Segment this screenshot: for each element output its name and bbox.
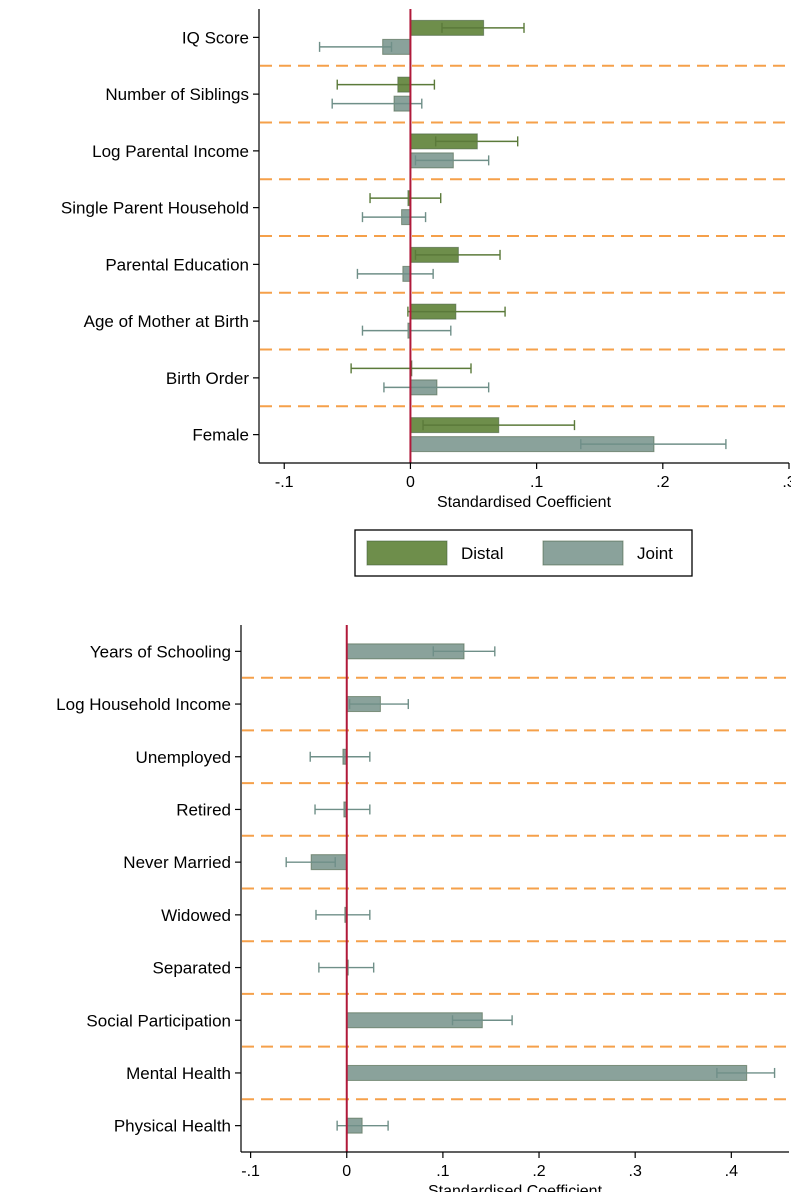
x-tick-label: .2	[532, 1163, 545, 1180]
category-label-years-of-schooling: Years of Schooling	[90, 642, 231, 661]
category-label-female: Female	[192, 426, 249, 445]
x-tick-label: .3	[782, 474, 791, 491]
category-label-birth-order: Birth Order	[166, 369, 249, 388]
category-label-retired: Retired	[176, 800, 231, 819]
category-label-separated: Separated	[153, 959, 231, 978]
x-tick-label: 0	[342, 1163, 351, 1180]
x-tick-label: -.1	[241, 1163, 260, 1180]
category-label-social-participation: Social Participation	[86, 1011, 231, 1030]
category-label-unemployed: Unemployed	[136, 748, 231, 767]
legend-swatch-joint	[542, 540, 624, 566]
category-label-single-parent-household: Single Parent Household	[61, 199, 249, 218]
category-label-parental-education: Parental Education	[105, 255, 249, 274]
category-label-never-married: Never Married	[123, 853, 231, 872]
x-tick-label: .2	[656, 474, 669, 491]
x-tick-label: .1	[530, 474, 543, 491]
category-label-widowed: Widowed	[161, 906, 231, 925]
x-tick-label: 0	[406, 474, 415, 491]
legend-label-distal: Distal	[461, 544, 504, 563]
legend-label-joint: Joint	[637, 544, 673, 563]
category-label-log-household-income: Log Household Income	[56, 695, 231, 714]
category-label-number-of-siblings: Number of Siblings	[105, 85, 249, 104]
x-tick-label: .1	[436, 1163, 449, 1180]
category-label-iq-score: IQ Score	[182, 28, 249, 47]
x-tick-label: .4	[725, 1163, 738, 1180]
category-label-log-parental-income: Log Parental Income	[92, 142, 249, 161]
category-label-age-of-mother-at-birth: Age of Mother at Birth	[84, 312, 249, 331]
legend-swatch-distal	[366, 540, 448, 566]
category-label-physical-health: Physical Health	[114, 1117, 231, 1136]
upper-coefficient-panel: IQ Score Number of Siblings Log Parental I…	[61, 9, 791, 511]
lower-coefficient-panel: Years of Schooling Log Household Income Un…	[56, 625, 789, 1192]
legend: Distal Joint	[354, 529, 693, 577]
x-axis-title: Standardised Coefficient	[437, 494, 612, 511]
x-tick-label: -.1	[275, 474, 294, 491]
bar-joint-mental-health	[346, 1064, 748, 1081]
category-label-mental-health: Mental Health	[126, 1064, 231, 1083]
x-tick-label: .3	[629, 1163, 642, 1180]
x-axis-title: Standardised Coefficient	[428, 1183, 603, 1192]
